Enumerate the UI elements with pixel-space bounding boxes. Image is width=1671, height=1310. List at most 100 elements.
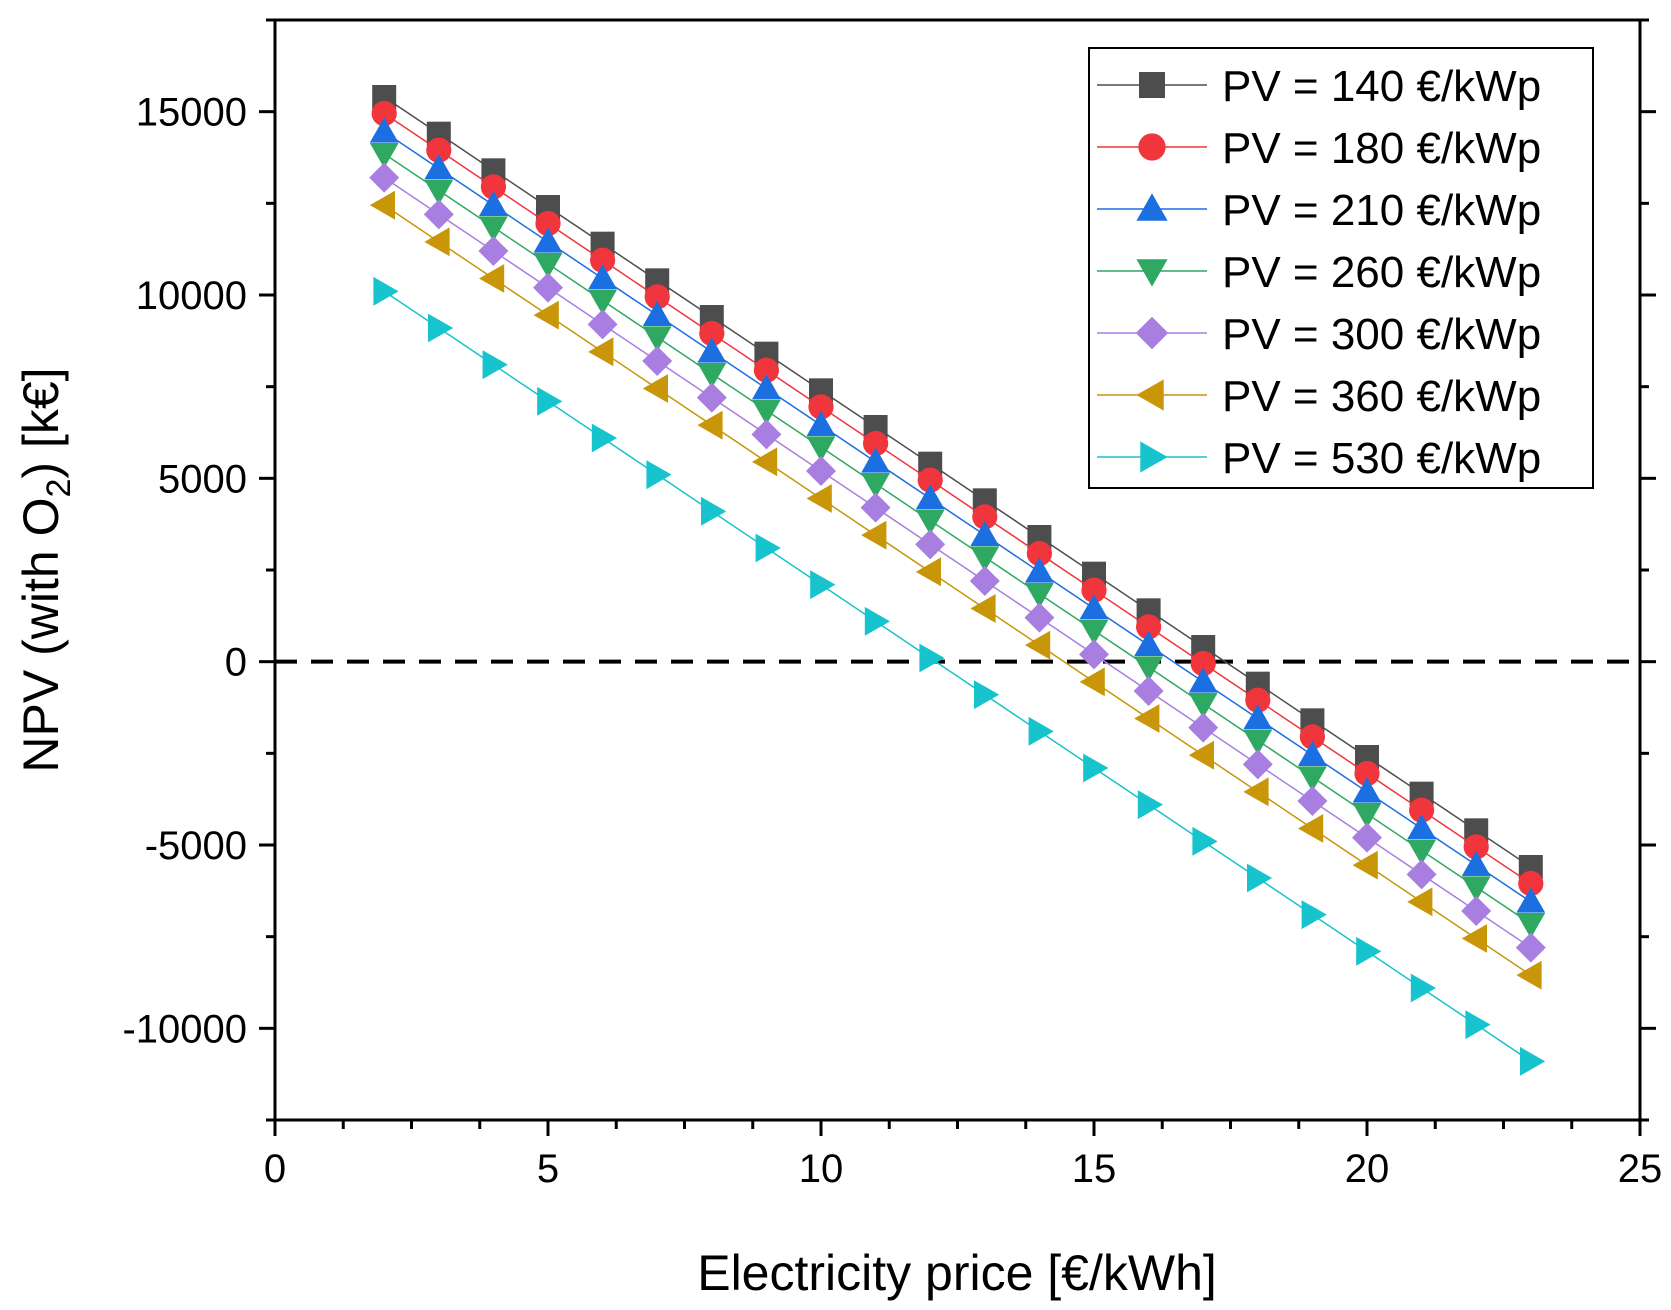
data-point <box>1192 826 1218 856</box>
legend-label: PV = 210 €/kWp <box>1222 186 1541 235</box>
y-axis-label: NPV (with O2) [k€] <box>13 367 78 772</box>
data-point <box>642 346 673 376</box>
series-2 <box>371 100 1544 897</box>
data-point <box>588 289 617 315</box>
data-point <box>1410 973 1436 1003</box>
data-point <box>753 357 780 383</box>
series-line <box>383 112 1532 885</box>
data-point <box>752 399 781 425</box>
legend-marker <box>1140 441 1168 473</box>
data-point <box>535 210 561 237</box>
data-point <box>810 570 836 600</box>
data-point <box>1297 786 1328 816</box>
data-point <box>699 320 725 347</box>
data-point <box>1190 650 1216 677</box>
data-point <box>697 363 727 389</box>
data-point <box>806 436 836 462</box>
data-point <box>1136 614 1162 640</box>
data-point <box>861 473 890 499</box>
y-axis-label-subscript: 2 <box>40 479 78 498</box>
series-4 <box>369 143 1546 939</box>
data-point <box>1516 913 1546 939</box>
data-point <box>1406 859 1437 890</box>
data-point <box>1518 870 1544 897</box>
data-point <box>1461 924 1487 953</box>
data-point <box>1243 729 1273 755</box>
legend-marker <box>1138 133 1166 161</box>
data-point <box>1356 936 1382 966</box>
legend-label: PV = 260 €/kWp <box>1222 248 1541 297</box>
data-point <box>1515 932 1546 963</box>
data-point <box>697 410 723 440</box>
data-point <box>1409 797 1435 823</box>
data-point <box>806 410 836 436</box>
legend-label: PV = 140 €/kWp <box>1222 62 1541 111</box>
data-point <box>1188 740 1214 770</box>
legend-marker <box>1136 379 1164 411</box>
data-point <box>1407 814 1436 840</box>
data-point <box>1245 687 1271 713</box>
data-point <box>919 643 945 673</box>
data-point <box>591 423 617 453</box>
y-axis-label-suffix: ) [k€] <box>13 367 69 478</box>
series-line <box>383 153 1532 925</box>
data-point <box>1188 667 1218 693</box>
data-point <box>861 520 887 550</box>
data-point <box>590 247 616 273</box>
data-point <box>479 216 508 242</box>
data-point <box>1025 557 1054 583</box>
data-point <box>369 162 400 193</box>
data-point <box>1243 704 1273 730</box>
data-point <box>424 179 454 205</box>
legend-box <box>1088 47 1594 489</box>
data-point <box>1352 850 1378 880</box>
series-line <box>383 131 1532 903</box>
legend-marker <box>1139 72 1165 98</box>
data-point <box>970 546 1000 572</box>
series-3 <box>369 117 1546 913</box>
data-point <box>1133 676 1164 706</box>
data-point <box>1463 834 1489 860</box>
data-point <box>1243 777 1269 807</box>
data-point <box>806 484 832 513</box>
data-point <box>969 566 1000 596</box>
data-point <box>1188 712 1219 743</box>
legend-item: PV = 140 €/kWp <box>1097 62 1541 111</box>
data-point <box>1298 766 1327 792</box>
data-point <box>701 496 727 526</box>
data-point <box>970 520 1000 546</box>
data-point <box>1298 740 1327 766</box>
data-point <box>970 594 996 623</box>
data-point <box>697 337 727 363</box>
data-point <box>588 264 617 290</box>
data-point <box>369 143 399 169</box>
y-tick-label: -10000 <box>122 1007 247 1051</box>
data-point <box>533 253 563 279</box>
legend-marker <box>1136 193 1168 221</box>
data-point <box>1465 1010 1491 1040</box>
data-point <box>1520 1046 1546 1076</box>
x-tick-label: 25 <box>1618 1147 1663 1191</box>
data-point <box>915 484 945 510</box>
legend-item: PV = 360 €/kWp <box>1097 372 1541 421</box>
tick-labels: 0 5 10 15 20 25 -10000 -5000 0 5000 10000 15000 <box>122 91 1662 1191</box>
y-tick-label: 0 <box>225 641 247 685</box>
data-point <box>426 137 452 163</box>
data-point <box>861 447 890 473</box>
data-point <box>482 350 508 380</box>
legend-item: PV = 530 €/kWp <box>1097 434 1541 483</box>
legend-item: PV = 260 €/kWp <box>1097 248 1541 297</box>
y-tick-label: 5000 <box>158 457 247 501</box>
y-tick-label: -5000 <box>145 824 247 868</box>
data-point <box>1461 850 1491 876</box>
x-tick-label: 20 <box>1345 1147 1390 1191</box>
data-point <box>863 430 889 457</box>
data-point <box>642 374 668 403</box>
data-point <box>537 386 563 416</box>
data-point <box>860 492 891 523</box>
series-line <box>383 96 1532 868</box>
data-point <box>1516 960 1542 990</box>
legend-item: PV = 210 €/kWp <box>1097 186 1541 235</box>
data-point <box>1352 777 1382 803</box>
data-point <box>371 100 397 127</box>
